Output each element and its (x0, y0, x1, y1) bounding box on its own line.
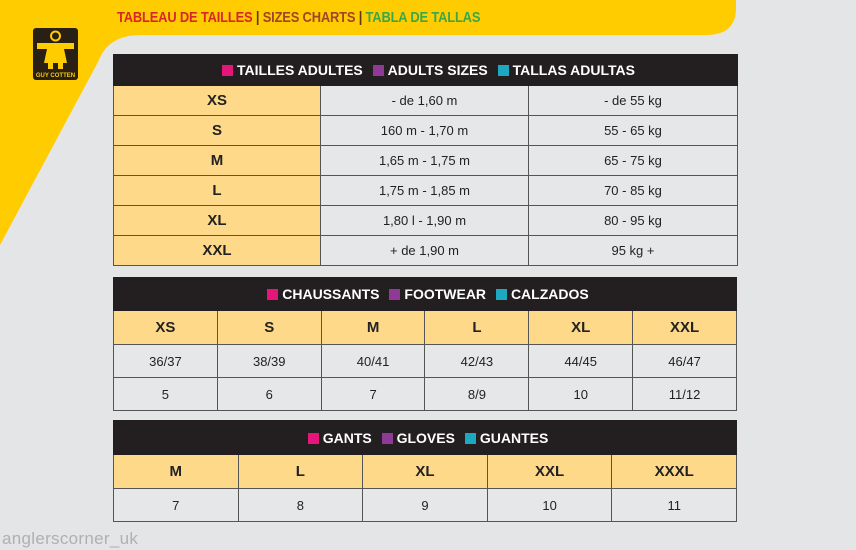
value-cell: 6 (216, 377, 322, 411)
teal-square-icon (495, 289, 507, 300)
size-cell: XL (528, 310, 634, 345)
table-row: XS - de 1,60 m- de 55 kg (113, 85, 738, 116)
size-cell: XS (113, 85, 321, 116)
value-cell: 8/9 (424, 377, 530, 411)
adults-table-header: TAILLES ADULTES ADULTS SIZES TALLAS ADUL… (113, 54, 738, 86)
table-row: 36/37 38/39 40/41 42/43 44/45 46/47 (113, 344, 737, 378)
value-cell: 8 (237, 488, 364, 522)
value-cell: 40/41 (320, 344, 426, 378)
table-row: XL 1,80 l - 1,90 m 80 - 95 kg (113, 205, 738, 236)
size-cell: XL (362, 454, 488, 489)
size-cell: XXL (632, 310, 737, 345)
size-cell: M (320, 310, 426, 345)
size-cell: XXXL (611, 454, 737, 489)
value-cell: 5 (113, 377, 218, 411)
value-cell: 10 (528, 377, 634, 411)
header-label-fr: TAILLES ADULTES (237, 62, 363, 78)
header-label-es: CALZADOS (510, 286, 589, 302)
header-label-es: GUANTES (479, 429, 549, 446)
footwear-table-header: CHAUSSANTS FOOTWEAR CALZADOS (113, 277, 737, 311)
gloves-size-table: GANTS GLOVES GUANTES M L XL XXL XXXL 7 8 9 10 11 (113, 420, 737, 522)
value-cell: 36/37 (113, 344, 218, 378)
size-cell: S (216, 310, 322, 345)
height-cell: 160 m - 1,70 m (320, 115, 529, 146)
svg-text:GUY COTTEN: GUY COTTEN (36, 73, 75, 79)
pink-square-icon (267, 289, 279, 300)
size-cell: XS (113, 310, 218, 345)
header-label-en: ADULTS SIZES (387, 62, 488, 78)
value-cell: 10 (486, 488, 613, 522)
size-cell: XXL (113, 235, 321, 266)
size-cell: L (424, 310, 530, 345)
title-es: TABLA DE TALLAS (365, 9, 481, 26)
guy-cotten-logo: GUY COTTEN (33, 28, 78, 80)
watermark: anglerscorner_uk (2, 529, 139, 548)
value-cell: 9 (362, 488, 488, 522)
size-cell: L (237, 454, 364, 489)
title-en: SIZES CHARTS (262, 9, 356, 26)
table-row: 5 6 7 8/9 10 11/12 (113, 377, 737, 411)
height-cell: 1,65 m - 1,75 m (320, 145, 529, 176)
header-label-fr: GANTS (322, 429, 372, 446)
table-row: 7 8 9 10 11 (113, 488, 737, 522)
footwear-size-table: CHAUSSANTS FOOTWEAR CALZADOS XS S M L XL XXL 3… (113, 277, 737, 411)
value-cell: 42/43 (424, 344, 530, 378)
height-cell: - de 1,60 m (320, 85, 529, 116)
weight-cell: 55 - 65 kg (528, 115, 738, 146)
weight-cell: 65 - 75 kg (528, 145, 738, 176)
header-label-en: GLOVES (396, 429, 455, 446)
size-cell: M (113, 454, 239, 489)
gloves-table-header: GANTS GLOVES GUANTES (113, 420, 737, 455)
size-header-row: XS S M L XL XXL (113, 310, 737, 345)
value-cell: 7 (113, 488, 239, 522)
title-fr: TABLEAU DE TAILLES (117, 9, 253, 26)
size-cell: XL (113, 205, 321, 236)
size-cell: L (113, 175, 321, 206)
purple-square-icon (389, 289, 401, 300)
value-cell: 7 (320, 377, 426, 411)
value-cell: 38/39 (216, 344, 322, 378)
size-cell: XXL (486, 454, 613, 489)
size-header-row: M L XL XXL XXXL (113, 454, 737, 489)
header-label-fr: CHAUSSANTS (282, 286, 380, 302)
height-cell: 1,75 m - 1,85 m (320, 175, 529, 206)
page-title: TABLEAU DE TAILLES | SIZES CHARTS | TABL… (117, 9, 480, 26)
value-cell: 11 (611, 488, 737, 522)
header-label-en: FOOTWEAR (404, 286, 487, 302)
weight-cell: 80 - 95 kg (528, 205, 738, 236)
table-row: S 160 m - 1,70 m 55 - 65 kg (113, 115, 738, 146)
size-cell: S (113, 115, 321, 146)
purple-square-icon (372, 65, 384, 76)
weight-cell: - de 55 kg (528, 85, 738, 116)
purple-square-icon (381, 432, 393, 444)
pink-square-icon (222, 65, 234, 76)
value-cell: 11/12 (632, 377, 737, 411)
height-cell: + de 1,90 m (320, 235, 529, 266)
size-cell: M (113, 145, 321, 176)
table-row: XXL + de 1,90 m 95 kg + (113, 235, 738, 266)
table-row: M 1,65 m - 1,75 m 65 - 75 kg (113, 145, 738, 176)
weight-cell: 95 kg + (528, 235, 738, 266)
value-cell: 44/45 (528, 344, 634, 378)
height-cell: 1,80 l - 1,90 m (320, 205, 529, 236)
weight-cell: 70 - 85 kg (528, 175, 738, 206)
header-label-es: TALLAS ADULTAS (512, 62, 635, 78)
pink-square-icon (307, 432, 319, 444)
adults-size-table: TAILLES ADULTES ADULTS SIZES TALLAS ADUL… (113, 54, 738, 266)
value-cell: 46/47 (632, 344, 737, 378)
teal-square-icon (464, 432, 476, 444)
title-separator: | (255, 9, 260, 26)
title-separator: | (358, 9, 363, 26)
teal-square-icon (497, 65, 509, 76)
table-row: L 1,75 m - 1,85 m 70 - 85 kg (113, 175, 738, 206)
